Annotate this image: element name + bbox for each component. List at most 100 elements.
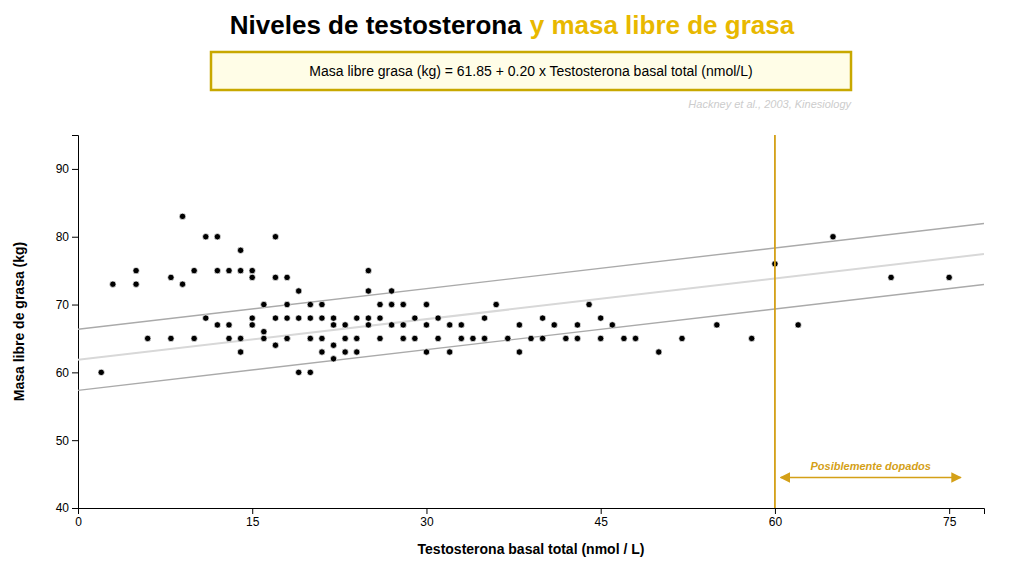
point xyxy=(295,315,301,321)
point xyxy=(365,315,371,321)
line xyxy=(78,254,984,360)
point xyxy=(203,234,209,240)
point xyxy=(168,274,174,280)
x-tick: 60 xyxy=(769,508,783,529)
point xyxy=(261,328,267,334)
y-axis-label: Masa libre de grasa (kg) xyxy=(11,242,27,402)
point xyxy=(272,234,278,240)
y-tick-label: 50 xyxy=(56,434,70,448)
x-tick-label: 60 xyxy=(769,515,783,529)
y-axis: 40 50 60 70 80 90 xyxy=(56,136,79,516)
point xyxy=(423,349,429,355)
arrow xyxy=(781,477,961,479)
point xyxy=(342,322,348,328)
point xyxy=(377,301,383,307)
point xyxy=(435,315,441,321)
point xyxy=(226,267,232,273)
point xyxy=(284,315,290,321)
point xyxy=(237,267,243,273)
y-tick: 60 xyxy=(56,366,78,380)
line xyxy=(78,285,984,391)
point xyxy=(284,274,290,280)
point xyxy=(446,322,452,328)
point xyxy=(168,335,174,341)
x-tick-mark xyxy=(775,508,776,514)
chart: Niveles de testosteronay masa libre de g… xyxy=(0,0,1024,570)
arrow-label: Posiblemente dopados xyxy=(811,460,931,472)
point xyxy=(284,335,290,341)
point xyxy=(412,335,418,341)
line xyxy=(78,224,984,330)
x-tick-label: 15 xyxy=(246,515,260,529)
point xyxy=(621,335,627,341)
x-tick-label: 45 xyxy=(595,515,609,529)
point xyxy=(539,315,545,321)
x-tick: 75 xyxy=(943,508,957,529)
point xyxy=(516,322,522,328)
point xyxy=(423,301,429,307)
point xyxy=(144,335,150,341)
point xyxy=(272,342,278,348)
point xyxy=(295,288,301,294)
point xyxy=(249,274,255,280)
point xyxy=(226,335,232,341)
point xyxy=(400,335,406,341)
point xyxy=(539,335,545,341)
point xyxy=(354,315,360,321)
y-tick: 70 xyxy=(56,298,78,312)
point xyxy=(98,369,104,375)
y-tick-label: 70 xyxy=(56,298,70,312)
title-part: Niveles de testosterona xyxy=(230,10,522,40)
point xyxy=(354,335,360,341)
x-tick-label: 0 xyxy=(75,515,82,529)
x-tick: 45 xyxy=(595,508,609,529)
y-tick-label: 80 xyxy=(56,230,70,244)
point xyxy=(261,301,267,307)
plot: 0 15 30 45 60 75 40 50 60 70 80 90 Posiblemente dopa… xyxy=(56,135,985,529)
point xyxy=(528,335,534,341)
point xyxy=(272,274,278,280)
point xyxy=(342,335,348,341)
y-tick-mark xyxy=(72,237,78,238)
x-tick: 0 xyxy=(75,508,82,529)
y-tick-label: 60 xyxy=(56,366,70,380)
point xyxy=(609,322,615,328)
x-tick: 30 xyxy=(420,508,434,529)
point xyxy=(481,335,487,341)
x-tick-mark xyxy=(949,508,950,514)
point xyxy=(493,301,499,307)
y-tick: 90 xyxy=(56,162,78,176)
x-tick-mark xyxy=(252,508,253,514)
point xyxy=(748,335,754,341)
point xyxy=(888,274,894,280)
point xyxy=(191,267,197,273)
point xyxy=(319,315,325,321)
point xyxy=(365,267,371,273)
y-tick-mark xyxy=(72,372,78,373)
point xyxy=(214,267,220,273)
point xyxy=(377,315,383,321)
point xyxy=(237,335,243,341)
point xyxy=(388,322,394,328)
point xyxy=(505,335,511,341)
point xyxy=(458,335,464,341)
point xyxy=(830,234,836,240)
point xyxy=(597,315,603,321)
point xyxy=(946,274,952,280)
point xyxy=(330,315,336,321)
point xyxy=(388,301,394,307)
point xyxy=(307,369,313,375)
x-axis-label: Testosterona basal total (nmol / L) xyxy=(418,541,645,557)
point xyxy=(632,335,638,341)
point xyxy=(133,267,139,273)
point xyxy=(714,322,720,328)
y-tick: 40 xyxy=(56,501,78,515)
point xyxy=(656,349,662,355)
point xyxy=(319,301,325,307)
point xyxy=(423,322,429,328)
point xyxy=(435,335,441,341)
point xyxy=(179,213,185,219)
point xyxy=(481,315,487,321)
point xyxy=(574,322,580,328)
point xyxy=(551,322,557,328)
